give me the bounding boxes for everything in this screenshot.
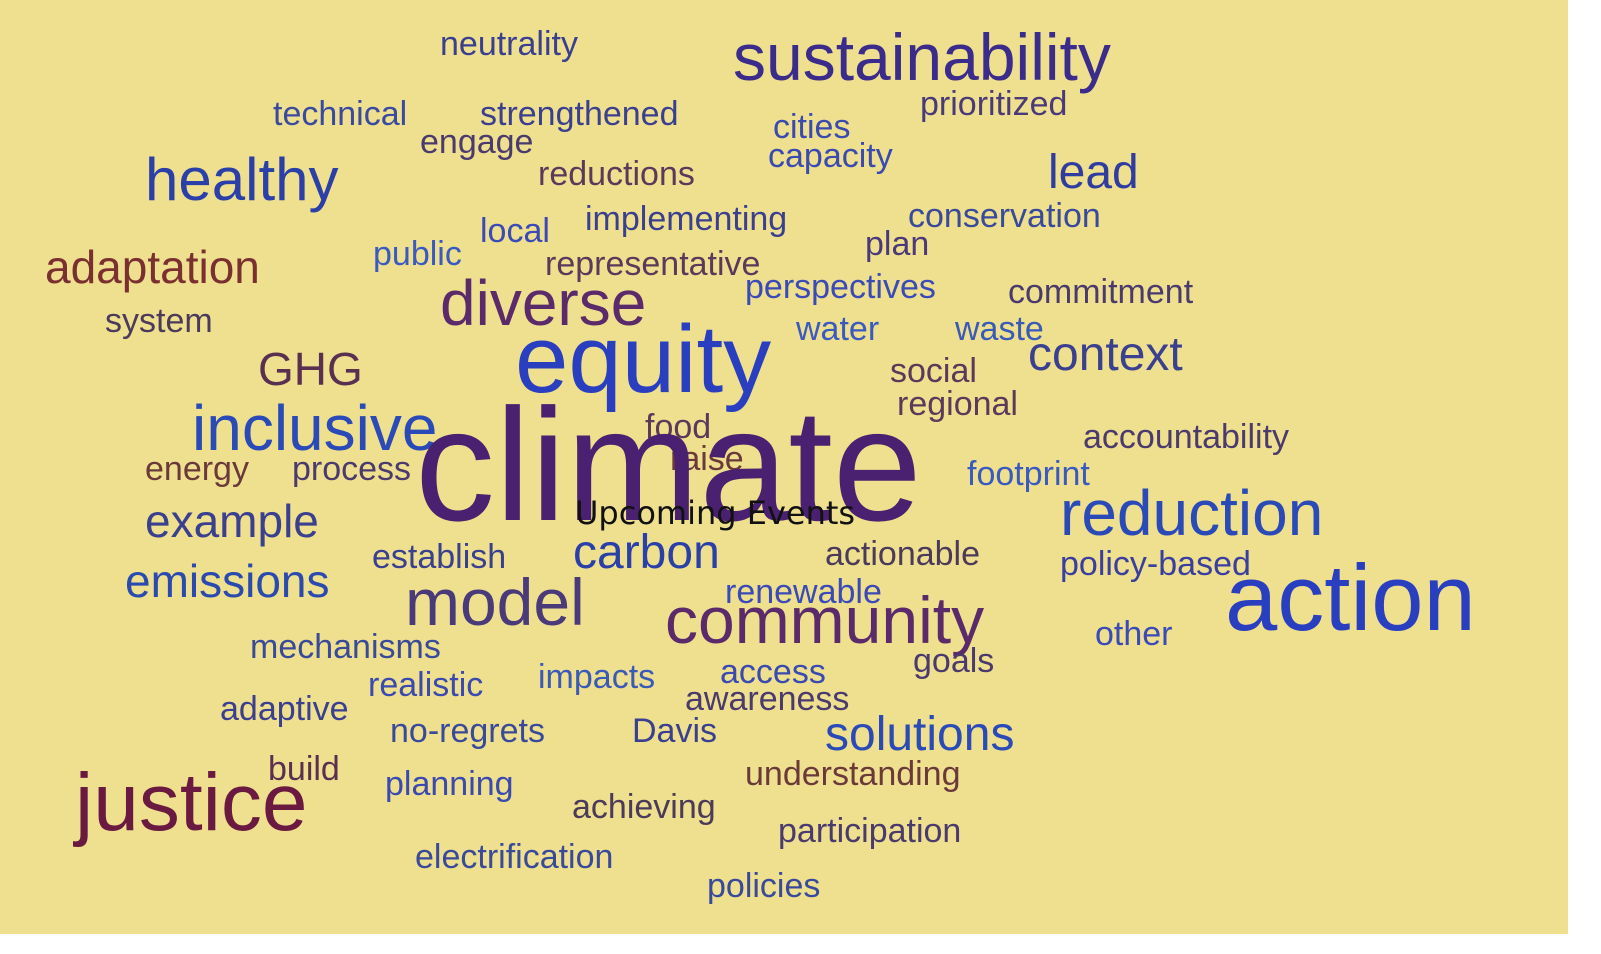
- word: justice: [73, 757, 307, 848]
- word: capacity: [768, 137, 893, 175]
- word: local: [480, 212, 550, 250]
- word: solutions: [825, 708, 1014, 761]
- word: regional: [897, 385, 1018, 423]
- word: public: [373, 235, 462, 273]
- word: healthy: [145, 146, 338, 213]
- word: implementing: [585, 200, 787, 238]
- word: impacts: [538, 658, 655, 696]
- word: social: [890, 352, 977, 390]
- word: reduction: [1060, 477, 1323, 549]
- word: GHG: [258, 343, 363, 395]
- word: strengthened: [480, 95, 679, 133]
- word: energy: [145, 450, 249, 488]
- word: cities: [773, 108, 850, 146]
- word: adaptive: [220, 690, 349, 728]
- word: other: [1095, 615, 1173, 653]
- word: accountability: [1083, 418, 1289, 456]
- word: actionable: [825, 535, 980, 573]
- word: build: [268, 750, 340, 788]
- word: process: [292, 450, 411, 488]
- word: conservation: [908, 197, 1101, 235]
- background: [0, 0, 1568, 934]
- word: participation: [778, 812, 961, 850]
- word: water: [795, 310, 879, 348]
- word: footprint: [967, 455, 1090, 493]
- word: understanding: [745, 755, 961, 793]
- word: waste: [954, 310, 1044, 348]
- word: planning: [385, 765, 514, 803]
- word: plan: [865, 225, 929, 263]
- word: equity: [515, 306, 771, 413]
- words: neutrality sustainability technical strengt…: [45, 20, 1476, 905]
- word: electrification: [415, 838, 613, 876]
- word: action: [1225, 545, 1476, 650]
- word: renewable: [725, 573, 882, 611]
- word: goals: [913, 642, 994, 680]
- word: neutrality: [440, 25, 578, 63]
- word: awareness: [685, 680, 849, 718]
- word: emissions: [125, 555, 330, 607]
- word: Davis: [632, 712, 717, 750]
- word: technical: [273, 95, 407, 133]
- word: prioritized: [920, 85, 1067, 123]
- word: access: [720, 653, 826, 691]
- word: achieving: [572, 788, 716, 826]
- overlay-caption: Upcoming Events: [575, 494, 855, 532]
- word: policies: [707, 867, 820, 905]
- word: establish: [372, 538, 506, 576]
- word: mechanisms: [250, 628, 441, 666]
- word: adaptation: [45, 241, 260, 293]
- word: climate: [415, 375, 922, 554]
- word: example: [145, 495, 319, 547]
- word: food: [645, 408, 711, 446]
- word: context: [1028, 328, 1183, 381]
- word: perspectives: [745, 268, 936, 306]
- word: engage: [420, 123, 533, 161]
- word: sustainability: [733, 20, 1111, 94]
- word: policy-based: [1060, 545, 1251, 583]
- word: carbon: [573, 526, 720, 579]
- word: system: [105, 302, 213, 340]
- word: no-regrets: [390, 712, 545, 750]
- word: diverse: [440, 267, 646, 339]
- word: realistic: [368, 666, 483, 704]
- word: commitment: [1008, 273, 1194, 311]
- word: reductions: [538, 155, 695, 193]
- word: community: [665, 583, 984, 657]
- word: model: [405, 565, 585, 639]
- word: lead: [1048, 146, 1139, 199]
- word: raise: [670, 440, 744, 478]
- word: representative: [545, 245, 760, 283]
- word: inclusive: [192, 392, 437, 464]
